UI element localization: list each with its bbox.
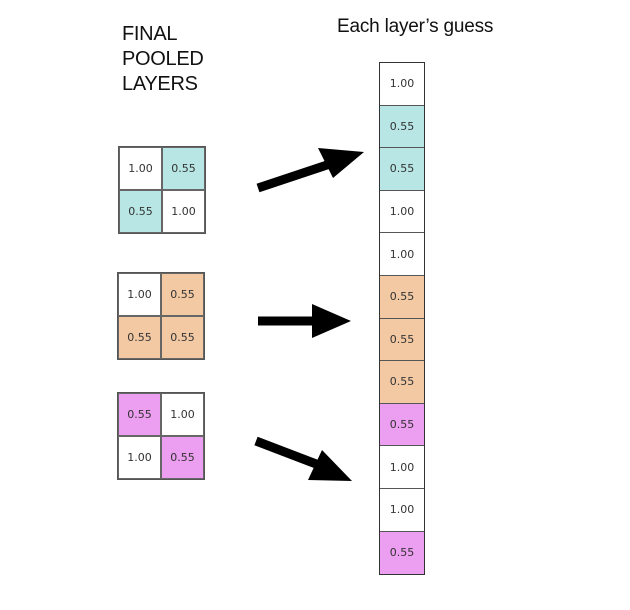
grid-cell: 1.00 — [119, 147, 162, 190]
final-pooled-layers-title: FINAL POOLED LAYERS — [122, 22, 204, 97]
grid-cell: 1.00 — [118, 436, 161, 479]
vector-cell: 0.55 — [380, 403, 424, 447]
grid-cell: 1.00 — [161, 393, 204, 436]
arrow-bottom — [254, 436, 352, 481]
arrow-middle — [258, 304, 351, 338]
vector-cell: 0.55 — [380, 318, 424, 362]
vector-cell: 1.00 — [380, 446, 424, 489]
vector-cell: 1.00 — [380, 63, 424, 106]
arrow-top — [256, 148, 364, 193]
vector-cell: 0.55 — [380, 105, 424, 149]
vector-cell: 0.55 — [380, 148, 424, 191]
grid-cell: 0.55 — [161, 316, 204, 359]
pooled-grid-pink: 0.55 1.00 1.00 0.55 — [117, 392, 205, 480]
vector-cell: 0.55 — [380, 275, 424, 319]
grid-cell: 1.00 — [162, 190, 205, 233]
flattened-vector: 1.00 0.55 0.55 1.00 1.00 0.55 0.55 0.55 0.55 1.00… — [379, 62, 425, 576]
title-line: LAYERS — [122, 73, 198, 95]
title-line: FINAL — [122, 23, 178, 45]
grid-cell: 0.55 — [162, 147, 205, 190]
grid-cell: 0.55 — [161, 273, 204, 316]
vector-cell: 1.00 — [380, 233, 424, 276]
pooled-grid-orange: 1.00 0.55 0.55 0.55 — [117, 272, 205, 360]
grid-cell: 0.55 — [119, 190, 162, 233]
grid-cell: 0.55 — [118, 316, 161, 359]
grid-cell: 0.55 — [161, 436, 204, 479]
vector-cell: 0.55 — [380, 361, 424, 404]
grid-cell: 0.55 — [118, 393, 161, 436]
title-line: POOLED — [122, 48, 204, 70]
pooled-grid-cyan: 1.00 0.55 0.55 1.00 — [118, 146, 206, 234]
each-layer-guess-title: Each layer’s guess — [337, 16, 494, 37]
vector-cell: 1.00 — [380, 488, 424, 532]
grid-cell: 1.00 — [118, 273, 161, 316]
vector-cell: 1.00 — [380, 190, 424, 234]
vector-cell: 0.55 — [380, 531, 424, 575]
